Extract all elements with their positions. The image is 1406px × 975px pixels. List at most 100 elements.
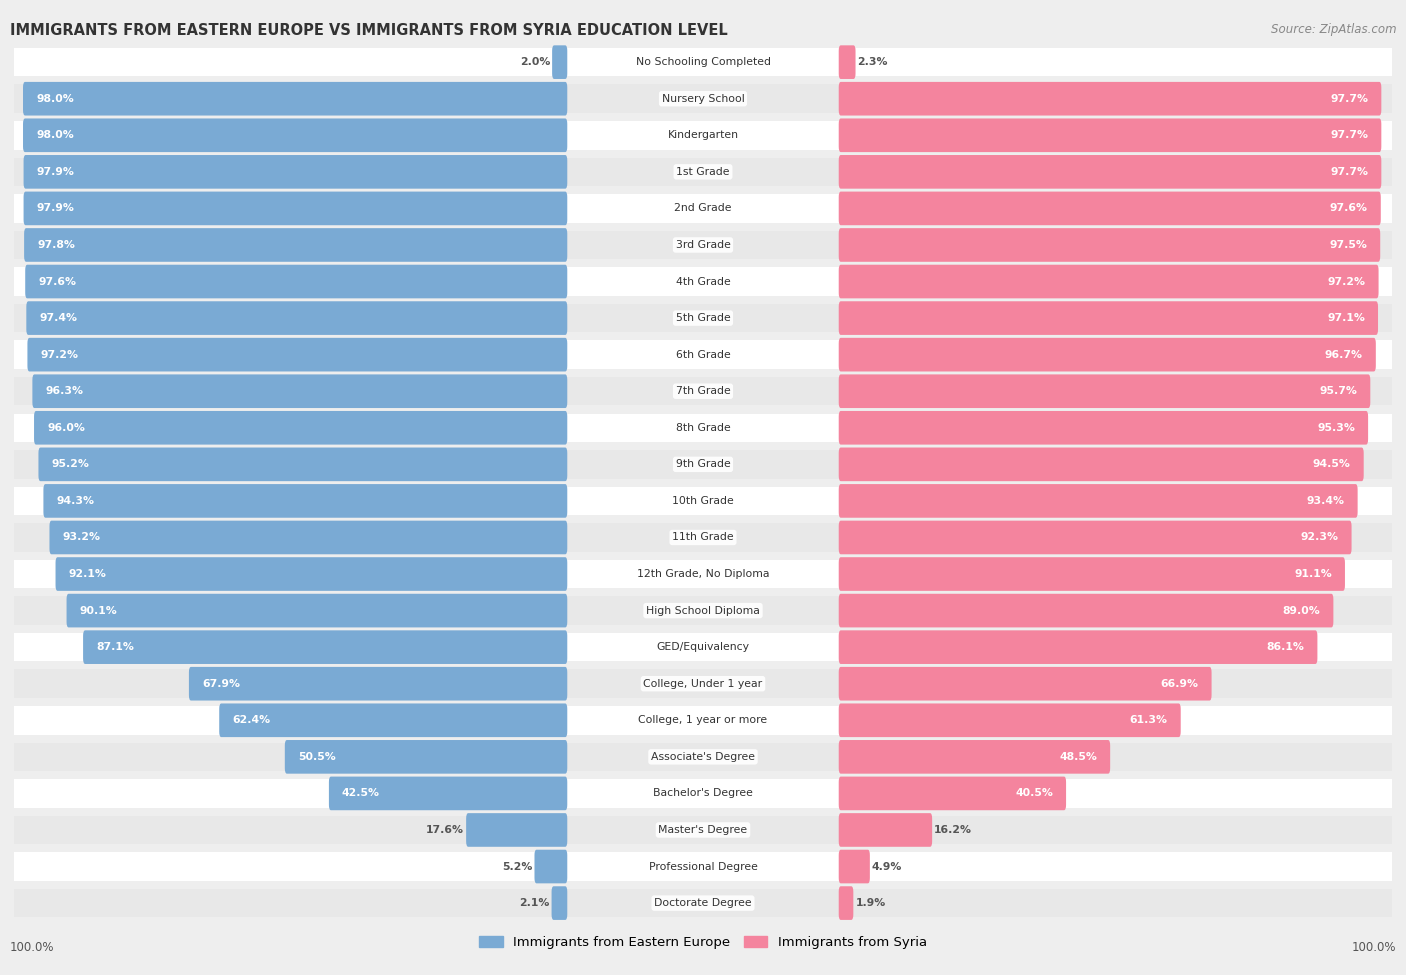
- FancyBboxPatch shape: [14, 85, 1392, 113]
- FancyBboxPatch shape: [219, 704, 567, 737]
- Text: 4th Grade: 4th Grade: [676, 277, 730, 287]
- Text: 98.0%: 98.0%: [37, 94, 75, 103]
- Text: 2.3%: 2.3%: [858, 58, 889, 67]
- FancyBboxPatch shape: [839, 45, 855, 79]
- FancyBboxPatch shape: [14, 450, 1392, 479]
- Text: 2.0%: 2.0%: [520, 58, 550, 67]
- FancyBboxPatch shape: [55, 557, 567, 591]
- FancyBboxPatch shape: [839, 191, 1381, 225]
- Text: 6th Grade: 6th Grade: [676, 350, 730, 360]
- Text: 97.2%: 97.2%: [1327, 277, 1365, 287]
- Text: 40.5%: 40.5%: [1015, 789, 1053, 799]
- Text: 16.2%: 16.2%: [934, 825, 972, 835]
- Text: 95.3%: 95.3%: [1317, 423, 1355, 433]
- Text: 97.8%: 97.8%: [37, 240, 75, 250]
- Text: 61.3%: 61.3%: [1129, 716, 1167, 725]
- FancyBboxPatch shape: [839, 82, 1381, 115]
- Text: 5th Grade: 5th Grade: [676, 313, 730, 323]
- FancyBboxPatch shape: [24, 228, 567, 261]
- FancyBboxPatch shape: [839, 484, 1358, 518]
- Legend: Immigrants from Eastern Europe, Immigrants from Syria: Immigrants from Eastern Europe, Immigran…: [474, 930, 932, 955]
- Text: 87.1%: 87.1%: [96, 643, 134, 652]
- FancyBboxPatch shape: [839, 886, 853, 919]
- FancyBboxPatch shape: [14, 633, 1392, 661]
- Text: 17.6%: 17.6%: [426, 825, 464, 835]
- Text: 100.0%: 100.0%: [10, 941, 55, 955]
- Text: 90.1%: 90.1%: [80, 605, 117, 615]
- FancyBboxPatch shape: [83, 630, 567, 664]
- FancyBboxPatch shape: [14, 487, 1392, 515]
- Text: 97.2%: 97.2%: [41, 350, 79, 360]
- FancyBboxPatch shape: [329, 776, 567, 810]
- Text: 96.0%: 96.0%: [48, 423, 84, 433]
- Text: 50.5%: 50.5%: [298, 752, 336, 761]
- FancyBboxPatch shape: [467, 813, 567, 846]
- Text: 98.0%: 98.0%: [37, 131, 75, 140]
- FancyBboxPatch shape: [14, 743, 1392, 771]
- Text: 91.1%: 91.1%: [1294, 569, 1331, 579]
- FancyBboxPatch shape: [14, 816, 1392, 844]
- Text: 97.1%: 97.1%: [1327, 313, 1365, 323]
- Text: 9th Grade: 9th Grade: [676, 459, 730, 469]
- Text: 97.6%: 97.6%: [1330, 204, 1368, 214]
- Text: 92.1%: 92.1%: [69, 569, 107, 579]
- FancyBboxPatch shape: [14, 852, 1392, 880]
- FancyBboxPatch shape: [839, 849, 870, 883]
- Text: 8th Grade: 8th Grade: [676, 423, 730, 433]
- FancyBboxPatch shape: [14, 413, 1392, 442]
- FancyBboxPatch shape: [14, 597, 1392, 625]
- Text: 95.2%: 95.2%: [52, 459, 90, 469]
- Text: 3rd Grade: 3rd Grade: [675, 240, 731, 250]
- FancyBboxPatch shape: [839, 228, 1381, 261]
- Text: Nursery School: Nursery School: [662, 94, 744, 103]
- FancyBboxPatch shape: [14, 670, 1392, 698]
- FancyBboxPatch shape: [14, 121, 1392, 149]
- FancyBboxPatch shape: [839, 337, 1376, 371]
- FancyBboxPatch shape: [22, 118, 567, 152]
- Text: 86.1%: 86.1%: [1267, 643, 1305, 652]
- FancyBboxPatch shape: [839, 264, 1378, 298]
- Text: 97.7%: 97.7%: [1330, 94, 1368, 103]
- Text: 2.1%: 2.1%: [519, 898, 550, 908]
- Text: Doctorate Degree: Doctorate Degree: [654, 898, 752, 908]
- FancyBboxPatch shape: [27, 301, 567, 334]
- FancyBboxPatch shape: [14, 377, 1392, 406]
- Text: Professional Degree: Professional Degree: [648, 862, 758, 872]
- FancyBboxPatch shape: [839, 776, 1066, 810]
- FancyBboxPatch shape: [14, 560, 1392, 588]
- Text: 97.7%: 97.7%: [1330, 131, 1368, 140]
- Text: 42.5%: 42.5%: [342, 789, 380, 799]
- FancyBboxPatch shape: [839, 813, 932, 846]
- FancyBboxPatch shape: [49, 521, 567, 554]
- FancyBboxPatch shape: [839, 740, 1111, 773]
- Text: IMMIGRANTS FROM EASTERN EUROPE VS IMMIGRANTS FROM SYRIA EDUCATION LEVEL: IMMIGRANTS FROM EASTERN EUROPE VS IMMIGR…: [10, 23, 727, 38]
- Text: College, Under 1 year: College, Under 1 year: [644, 679, 762, 688]
- FancyBboxPatch shape: [839, 704, 1181, 737]
- FancyBboxPatch shape: [839, 374, 1371, 408]
- FancyBboxPatch shape: [14, 231, 1392, 259]
- FancyBboxPatch shape: [14, 267, 1392, 295]
- Text: 7th Grade: 7th Grade: [676, 386, 730, 396]
- FancyBboxPatch shape: [66, 594, 567, 628]
- Text: 97.9%: 97.9%: [37, 204, 75, 214]
- FancyBboxPatch shape: [839, 448, 1364, 481]
- FancyBboxPatch shape: [188, 667, 567, 700]
- Text: 93.2%: 93.2%: [62, 532, 101, 542]
- FancyBboxPatch shape: [38, 448, 567, 481]
- Text: 5.2%: 5.2%: [502, 862, 533, 872]
- Text: 89.0%: 89.0%: [1282, 605, 1320, 615]
- FancyBboxPatch shape: [24, 155, 567, 188]
- Text: Kindergarten: Kindergarten: [668, 131, 738, 140]
- Text: 97.7%: 97.7%: [1330, 167, 1368, 176]
- Text: 93.4%: 93.4%: [1306, 496, 1344, 506]
- FancyBboxPatch shape: [14, 706, 1392, 734]
- Text: 96.3%: 96.3%: [45, 386, 83, 396]
- Text: Associate's Degree: Associate's Degree: [651, 752, 755, 761]
- FancyBboxPatch shape: [14, 524, 1392, 552]
- FancyBboxPatch shape: [553, 45, 567, 79]
- FancyBboxPatch shape: [839, 630, 1317, 664]
- Text: No Schooling Completed: No Schooling Completed: [636, 58, 770, 67]
- Text: 94.3%: 94.3%: [56, 496, 94, 506]
- FancyBboxPatch shape: [14, 889, 1392, 917]
- FancyBboxPatch shape: [14, 304, 1392, 332]
